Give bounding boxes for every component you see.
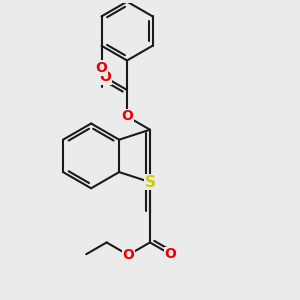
Text: O: O	[96, 61, 107, 75]
Text: O: O	[99, 70, 111, 84]
Text: S: S	[145, 175, 155, 190]
Text: O: O	[164, 247, 176, 261]
Text: O: O	[121, 110, 133, 123]
Text: O: O	[122, 248, 134, 262]
